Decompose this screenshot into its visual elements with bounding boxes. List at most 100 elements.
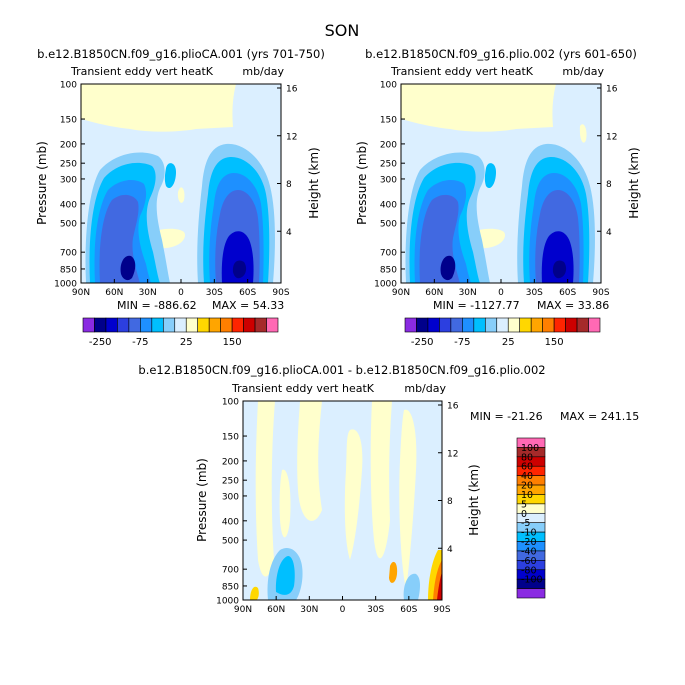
panel-difference-y-left-label: Pressure (mb) — [195, 458, 209, 542]
panel-right-sh-deep-core — [552, 260, 567, 279]
panel-difference-colorbar-label: 60 — [521, 462, 533, 473]
panel-left-axes-pressure-tick-label: 400 — [60, 200, 77, 210]
panel-difference-colorbar-label: -100 — [521, 575, 543, 586]
panel-right-axes-pressure-tick-label: 400 — [380, 200, 397, 210]
panel-difference-colorbar-label: -5 — [521, 518, 530, 529]
panel-left-colorbar-swatch — [243, 317, 256, 333]
panel-left-axes: 100 150 200 250 300 400 500 700 850 1000 16 12 8 4 90N… — [54, 81, 298, 299]
panel-left-colorbar-label: -75 — [132, 337, 148, 348]
panel-difference-axes-height-tick-label: 16 — [447, 402, 459, 412]
panel-right-colorbar-swatch — [427, 317, 440, 333]
panel-right-colorbar-swatch — [473, 317, 486, 333]
panel-right-colorbar-swatch — [588, 317, 601, 333]
panel-difference-positive-nh-surface — [250, 586, 259, 600]
panel-right-axes-lat-tick-label: 0 — [498, 288, 504, 298]
panel-difference-positive-band-2 — [297, 401, 322, 521]
panel-difference-positive-pole-3 — [437, 572, 442, 600]
panel-left-axes-height-tick-label: 8 — [286, 180, 292, 190]
panel-difference-axes-pressure-tick-label: 700 — [222, 566, 239, 576]
panel-difference-y-right-label: Height (km) — [467, 464, 481, 535]
panel-difference-positive-band-5 — [399, 409, 417, 590]
panel-difference-axes-lat-tick-label: 60S — [400, 605, 417, 615]
panel-difference-colorbar-label: -20 — [521, 537, 537, 548]
panel-left-positive-blob — [177, 187, 185, 203]
panel-difference-axes-lat-tick-label: 30S — [367, 605, 384, 615]
panel-left-axes-height-tick-label: 16 — [286, 85, 298, 95]
panel-right-units: mb/day — [562, 65, 604, 78]
panel-left-colorbar-swatch — [151, 317, 164, 333]
panel-difference-negative-nh-core — [275, 556, 295, 595]
panel-difference-colorbar-label: 10 — [521, 490, 533, 501]
panel-left-axes-pressure-tick-label: 300 — [60, 175, 77, 185]
panel-right-positive-blob — [579, 124, 587, 143]
panel-difference-plot — [243, 401, 442, 600]
panel-right-colorbar-label: 150 — [545, 337, 564, 348]
panel-left-y-left-label: Pressure (mb) — [35, 141, 49, 225]
panel-left-colorbar-swatch — [140, 317, 153, 333]
panel-difference-positive-band-1 — [255, 401, 275, 577]
panel-left-colorbar-swatch — [105, 317, 118, 333]
panel-left-axes-lat-tick-label: 30N — [139, 288, 157, 298]
panel-right-axes-pressure-tick-label: 700 — [380, 249, 397, 259]
panel-right-colorbar-swatch — [519, 317, 532, 333]
panel-left-sh-deep-core — [232, 260, 247, 279]
panel-left-axes-pressure-tick-label: 700 — [60, 249, 77, 259]
panel-difference-variable-label: Transient eddy vert heatK — [231, 382, 375, 395]
panel-left-colorbar-swatch — [231, 317, 244, 333]
panel-right-axes-pressure-tick-label: 850 — [380, 265, 397, 275]
panel-right-colorbar-swatch — [576, 317, 589, 333]
panel-right-axes: 100 150 200 250 300 400 500 700 850 1000 16 12 8 4 90N… — [374, 81, 618, 299]
panel-left-colorbar: -250 -75 25 150 — [82, 317, 279, 348]
panel-difference-colorbar-label: -40 — [521, 546, 537, 557]
panel-difference-axes-lat-tick-label: 90N — [234, 605, 252, 615]
panel-difference-axes-pressure-tick-label: 150 — [222, 433, 239, 443]
figure-title: SON — [325, 21, 360, 40]
panel-left-colorbar-swatch — [197, 317, 210, 333]
panel-left-plot — [81, 84, 281, 283]
panel-left-axes-pressure-tick-label: 850 — [60, 265, 77, 275]
panel-left: b.e12.B1850CN.f09_g16.plioCA.001 (yrs 70… — [35, 47, 325, 348]
panel-right-tropical-feature — [484, 163, 496, 189]
panel-difference-negative-sh — [403, 573, 420, 600]
panel-right-colorbar-swatch — [565, 317, 578, 333]
panel-left-top-positive — [81, 84, 236, 132]
panel-left-colorbar-label: 25 — [180, 337, 193, 348]
panel-left-colorbar-swatch — [128, 317, 141, 333]
panel-right-case-title: b.e12.B1850CN.f09_g16.plio.002 (yrs 601-… — [365, 47, 637, 61]
panel-left-variable-label: Transient eddy vert heatK — [70, 65, 214, 78]
panel-difference-axes: 100 150 200 250 300 400 500 700 850 1000 16 12 8 4 90N… — [216, 398, 459, 616]
panel-difference-colorbar-label: 0 — [521, 509, 527, 520]
panel-difference-axes-pressure-tick-label: 850 — [222, 582, 239, 592]
panel-right-axes-pressure-tick-label: 250 — [380, 160, 397, 170]
panel-left-nh-core — [120, 255, 136, 281]
panel-right: b.e12.B1850CN.f09_g16.plio.002 (yrs 601-… — [355, 47, 641, 348]
panel-right-axes-height-tick-label: 12 — [606, 132, 617, 142]
panel-right-max-label: MAX = 33.86 — [537, 299, 609, 312]
panel-difference-positive-sh-blob — [389, 561, 398, 583]
panel-left-colorbar-swatch — [220, 317, 233, 333]
panel-left-colorbar-swatch — [82, 317, 95, 333]
panel-difference-axes-pressure-tick-label: 250 — [222, 477, 239, 487]
panel-right-colorbar-swatch — [416, 317, 429, 333]
panel-difference-colorbar-label: -60 — [521, 556, 537, 567]
panel-difference-axes-pressure-tick-label: 300 — [222, 492, 239, 502]
panel-right-colorbar-swatch — [542, 317, 555, 333]
panel-left-axes-pressure-tick-label: 250 — [60, 160, 77, 170]
panel-right-top-positive — [401, 84, 556, 132]
panel-left-tropical-feature — [164, 163, 176, 189]
panel-difference: b.e12.B1850CN.f09_g16.plioCA.001 - b.e12… — [138, 363, 639, 615]
panel-left-axes-lat-tick-label: 60S — [239, 288, 256, 298]
panel-right-colorbar-label: 25 — [502, 337, 515, 348]
panel-right-y-right-label: Height (km) — [627, 147, 641, 218]
panel-left-axes-lat-tick-label: 60N — [105, 288, 123, 298]
panel-right-axes-lat-tick-label: 60N — [425, 288, 443, 298]
panel-left-case-title: b.e12.B1850CN.f09_g16.plioCA.001 (yrs 70… — [37, 47, 325, 61]
panel-difference-positive-band-6 — [279, 469, 291, 538]
panel-difference-colorbar-label: 80 — [521, 452, 533, 463]
panel-difference-axes-lat-tick-label: 90S — [433, 605, 450, 615]
panel-right-colorbar-swatch — [553, 317, 566, 333]
panel-difference-units: mb/day — [404, 382, 446, 395]
panel-difference-axes-lat-tick-label: 30N — [300, 605, 318, 615]
panel-difference-max-label: MAX = 241.15 — [560, 410, 639, 423]
